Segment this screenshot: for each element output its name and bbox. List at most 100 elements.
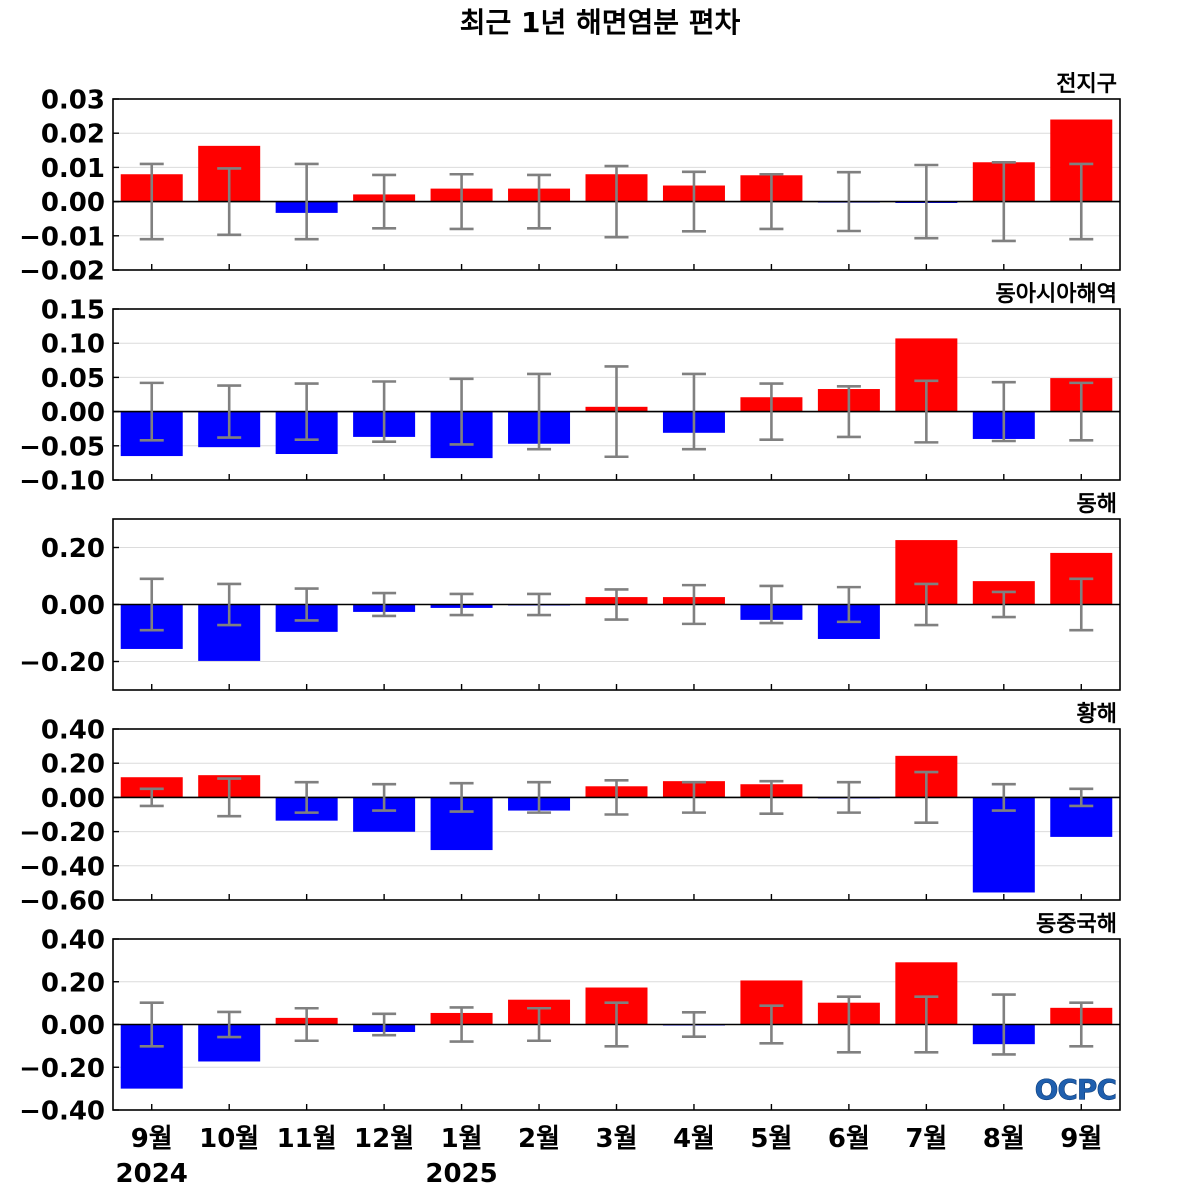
panel-5-error-bar-2	[294, 1006, 319, 1043]
panel-1-ytick-label-5: −0.02	[19, 257, 105, 287]
panel-1-error-bar-11	[991, 160, 1016, 243]
panel-1-ytick-label-4: −0.01	[19, 222, 105, 252]
panel-4-title: 황해	[1077, 702, 1117, 727]
panel-1-ytick-label-1: 0.02	[41, 120, 105, 150]
panel-1-title: 전지구	[1056, 72, 1117, 97]
xtick-label-12: 9월	[1060, 1124, 1102, 1154]
panel-4-error-bar-11	[991, 782, 1016, 812]
panel-1: 0.03 0.02 0.01 0.00 −0.01 −0.02 전지구	[19, 72, 1121, 287]
year-label-0: 2024	[116, 1159, 188, 1189]
panel-4-error-bar-0	[139, 787, 164, 808]
panel-4-ytick-label-2: 0.00	[41, 784, 105, 814]
xtick-label-2: 11월	[277, 1124, 337, 1154]
panel-4-error-bar-12	[1069, 787, 1094, 808]
panel-5-error-bar-8	[759, 1004, 784, 1045]
panel-3-error-bar-7	[681, 583, 706, 626]
panel-2-error-bar-5	[527, 372, 552, 451]
panel-4-error-bar-6	[604, 778, 629, 816]
panel-3-error-bar-5	[527, 592, 552, 617]
panel-4-error-bar-5	[527, 780, 552, 814]
panel-5-ytick-label-4: −0.40	[19, 1097, 105, 1127]
panel-4-ytick-label-4: −0.40	[19, 852, 105, 882]
panel-1-error-bar-4	[449, 172, 474, 231]
panel-5-error-bar-9	[836, 995, 861, 1054]
panel-5-error-bar-0	[139, 1001, 164, 1048]
panel-1-error-bar-6	[604, 164, 629, 239]
panel-3-title: 동해	[1077, 492, 1117, 517]
panel-4-error-bar-9	[836, 780, 861, 814]
panel-4-error-bar-3	[372, 782, 397, 812]
xtick-label-8: 5월	[750, 1124, 792, 1154]
ocpc-logo: OCPC	[1035, 1073, 1116, 1106]
chart-panels: 0.03 0.02 0.01 0.00 −0.01 −0.02 전지구 0.15 0.10 0.0…	[19, 72, 1121, 1127]
panel-4-error-bar-2	[294, 780, 319, 814]
panel-1-ytick-label-0: 0.03	[41, 86, 105, 116]
panel-3-error-bar-1	[217, 582, 242, 627]
panel-5-error-bar-11	[991, 993, 1016, 1056]
panel-2-ytick-label-5: −0.10	[19, 467, 105, 497]
panel-1-error-bar-1	[217, 167, 242, 237]
xtick-label-1: 10월	[199, 1124, 259, 1154]
panel-5-ytick-label-1: 0.20	[41, 968, 105, 998]
panel-5-error-bar-10	[914, 995, 939, 1054]
panel-3-error-bar-10	[914, 582, 939, 627]
panel-4-ytick-label-1: 0.20	[41, 750, 105, 780]
panel-2-error-bar-1	[217, 384, 242, 439]
panel-1-error-bar-0	[139, 162, 164, 241]
panel-2-ytick-label-2: 0.05	[41, 364, 105, 394]
panel-3-error-bar-11	[991, 590, 1016, 619]
panel-3-error-bar-0	[139, 577, 164, 632]
panel-4-error-bar-7	[681, 780, 706, 814]
x-axis: 9월 10월 11월 12월 1월 2월 3월 4월 5월 6월 7월 8월 9월 2024 2025	[116, 1124, 1103, 1189]
panel-2-error-bar-7	[681, 372, 706, 451]
panel-2-ytick-label-0: 0.15	[41, 296, 105, 326]
panel-2-error-bar-8	[759, 382, 784, 441]
panel-5-error-bar-5	[527, 1006, 552, 1043]
panel-3-error-bar-12	[1069, 577, 1094, 632]
chart-title: 최근 1년 해면염분 편차	[460, 6, 741, 39]
panel-2-error-bar-6	[604, 365, 629, 459]
panel-2-ytick-label-1: 0.10	[41, 330, 105, 360]
panel-4-error-bar-8	[759, 779, 784, 815]
panel-5-error-bar-7	[681, 1011, 706, 1038]
panel-4: 0.40 0.20 0.00 −0.20 −0.40 −0.60 황해	[19, 702, 1121, 917]
panel-1-error-bar-10	[914, 163, 939, 240]
panel-1-error-bar-2	[294, 162, 319, 241]
panel-5-error-bar-1	[217, 1010, 242, 1039]
panel-4-bar-11	[972, 797, 1035, 893]
panel-5-title: 동중국해	[1036, 912, 1117, 937]
panel-3-ytick-label-2: −0.20	[19, 648, 105, 678]
xtick-label-4: 1월	[441, 1124, 483, 1154]
panel-2-error-bar-11	[991, 380, 1016, 443]
panel-4-error-bar-4	[449, 781, 474, 813]
panel-2-error-bar-0	[139, 381, 164, 442]
panel-3-ytick-label-0: 0.20	[41, 534, 105, 564]
panel-3-error-bar-3	[372, 591, 397, 618]
panel-2-error-bar-9	[836, 384, 861, 439]
panel-4-error-bar-10	[914, 770, 939, 825]
panel-5-error-bar-3	[372, 1012, 397, 1037]
xtick-label-9: 6월	[828, 1124, 870, 1154]
xtick-label-3: 12월	[354, 1124, 414, 1154]
xtick-label-10: 7월	[905, 1124, 947, 1154]
xtick-label-6: 3월	[595, 1124, 637, 1154]
panel-2-error-bar-4	[449, 377, 474, 446]
panel-4-ytick-label-5: −0.60	[19, 887, 105, 917]
panel-3-error-bar-6	[604, 588, 629, 621]
panel-4-ytick-label-0: 0.40	[41, 716, 105, 746]
panel-3-error-bar-4	[449, 592, 474, 617]
panel-5-error-bar-12	[1069, 1001, 1094, 1048]
panel-1-error-bar-3	[372, 173, 397, 230]
panel-5-ytick-label-3: −0.20	[19, 1054, 105, 1084]
panel-4-error-bar-1	[217, 777, 242, 818]
panel-3-error-bar-9	[836, 585, 861, 624]
xtick-label-0: 9월	[131, 1124, 173, 1154]
panel-4-ytick-label-3: −0.20	[19, 818, 105, 848]
panel-5-error-bar-6	[604, 1001, 629, 1048]
panel-4-bar-0	[120, 777, 183, 798]
panel-2-ytick-label-4: −0.05	[19, 432, 105, 462]
panel-2-error-bar-10	[914, 379, 939, 444]
xtick-label-7: 4월	[673, 1124, 715, 1154]
panel-5-ytick-label-2: 0.00	[41, 1011, 105, 1041]
